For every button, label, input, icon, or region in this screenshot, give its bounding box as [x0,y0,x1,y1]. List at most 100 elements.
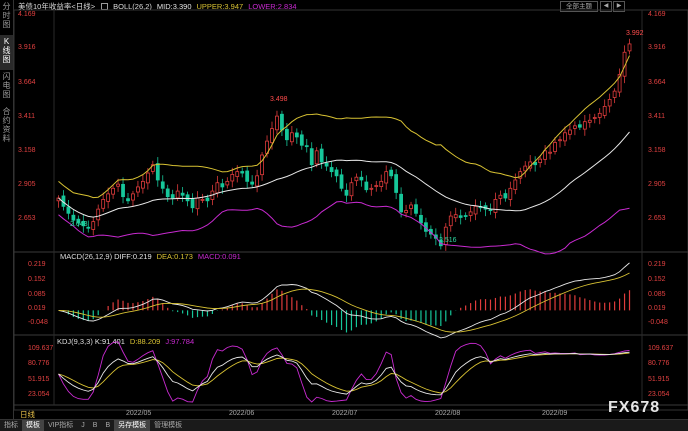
prev-arrow-icon[interactable]: ◀ [600,1,612,12]
macd-tick-right: 0.085 [648,291,666,298]
candle-body [275,115,279,131]
candle-body [131,193,135,201]
candle-body [344,189,349,196]
price-tick-right: 3.411 [648,113,665,120]
x-axis-labels: 2022/05 2022/06 2022/07 2022/08 2022/09 [126,410,567,417]
candle-body [354,176,359,182]
candle-body [379,180,384,188]
candle-body [255,175,259,187]
upper-value: UPPER:3.947 [196,2,244,11]
candle-body [597,112,602,118]
macd-tick-left: 0.019 [28,305,46,312]
kdj-tick-right: 109.637 [648,345,673,352]
kdj-d-line [58,352,630,394]
tab-vip-indicator[interactable]: VIP指标 [48,422,74,429]
macd-dea: DEA:0.173 [156,252,193,261]
candle-body [627,43,632,52]
macd-diff-line [58,262,630,339]
tab-b[interactable]: B [92,422,98,429]
candle-body [587,119,592,123]
price-tick-right: 3.916 [648,44,666,51]
annotation-low-1: 2.643 [70,221,88,228]
macd-tick-right: 0.152 [648,276,666,283]
macd-panel [58,262,631,339]
candle-body [558,139,562,142]
price-tick-right: 2.905 [648,181,666,188]
price-annotations: 3.992 3.498 2.643 2.516 [70,30,644,244]
candle-body [304,145,309,148]
price-tick-left: 2.653 [18,215,36,222]
macd-tick-right: 0.219 [648,261,666,268]
candle-body [533,161,538,166]
candle-body [508,187,513,200]
candle-body [374,185,379,187]
candle-body [513,179,518,191]
price-tick-left: 3.158 [18,147,36,154]
candle-body [553,142,557,152]
kdj-tick-left: 80.776 [28,360,50,367]
tab-indicator[interactable]: 指标 [4,422,18,429]
candle-body [91,221,96,230]
tab-j[interactable]: J [81,422,85,429]
tab-save-template[interactable]: 另存模板 [114,420,151,431]
candle-body [294,132,299,138]
candle-body [582,121,587,130]
candle-body [339,174,344,189]
candle-body [577,124,582,128]
chart-frame [13,9,688,411]
candle-body [225,180,230,186]
candle-body [314,150,319,165]
kdj-tick-right: 23.054 [648,391,670,398]
macd-tick-right: -0.048 [648,319,668,326]
candle-body [498,194,503,199]
tab-flash[interactable]: 闪电图 [2,72,11,99]
boll-bands [58,55,630,255]
tab-manage-template[interactable]: 管理模板 [154,422,183,429]
candle-body [145,172,150,184]
tab-kline[interactable]: K线图 [0,35,13,70]
candle-body [329,167,334,173]
macd-title: MACD(26,12,9) [60,252,113,261]
candle-body [319,148,324,163]
candle-body [458,215,463,218]
candle-body [285,128,289,141]
tab-intraday[interactable]: 分时图 [2,2,11,29]
candle-body [280,113,284,131]
candle-body [76,218,81,224]
period-label[interactable]: 日线 [20,410,35,419]
next-arrow-icon[interactable]: ▶ [613,1,625,12]
price-tick-left: 3.664 [18,79,36,86]
candle-body [602,106,607,116]
candle-body [180,192,185,196]
candle-body [543,150,547,160]
price-tick-right: 3.664 [648,79,666,86]
candle-body [220,183,225,188]
candle-body [116,183,120,187]
macd-diff: DIFF:0.219 [114,252,152,261]
tab-contract-info[interactable]: 合约资料 [2,107,11,143]
price-tick-right: 2.653 [648,215,666,222]
mid-value: MID:3.390 [156,2,192,11]
price-tick-left: 3.411 [18,113,35,120]
macd-value: MACD:0.091 [197,252,241,261]
candle-body [215,182,220,194]
candle-body [96,208,101,221]
tab-b-2[interactable]: B [105,422,111,429]
candle-body [106,193,111,202]
main-theme-button[interactable]: 全部主题 [560,1,598,12]
kdj-panel [58,341,630,403]
candle-body [190,198,195,209]
candle-body [165,188,170,198]
boll-label: BOLL(26,2) [113,2,152,11]
candle-body [399,193,403,213]
candle-body [359,176,364,181]
candle-body [414,204,418,214]
macd-tick-right: 0.019 [648,305,666,312]
kdj-j-line [58,341,630,403]
kdj-header: KDJ(9,3,3) K:91.401 D:88.209 J:97.784 [57,337,199,346]
candle-body [404,210,408,214]
candle-body [245,170,250,182]
tab-template[interactable]: 模板 [22,420,44,431]
candle-body [463,215,468,217]
